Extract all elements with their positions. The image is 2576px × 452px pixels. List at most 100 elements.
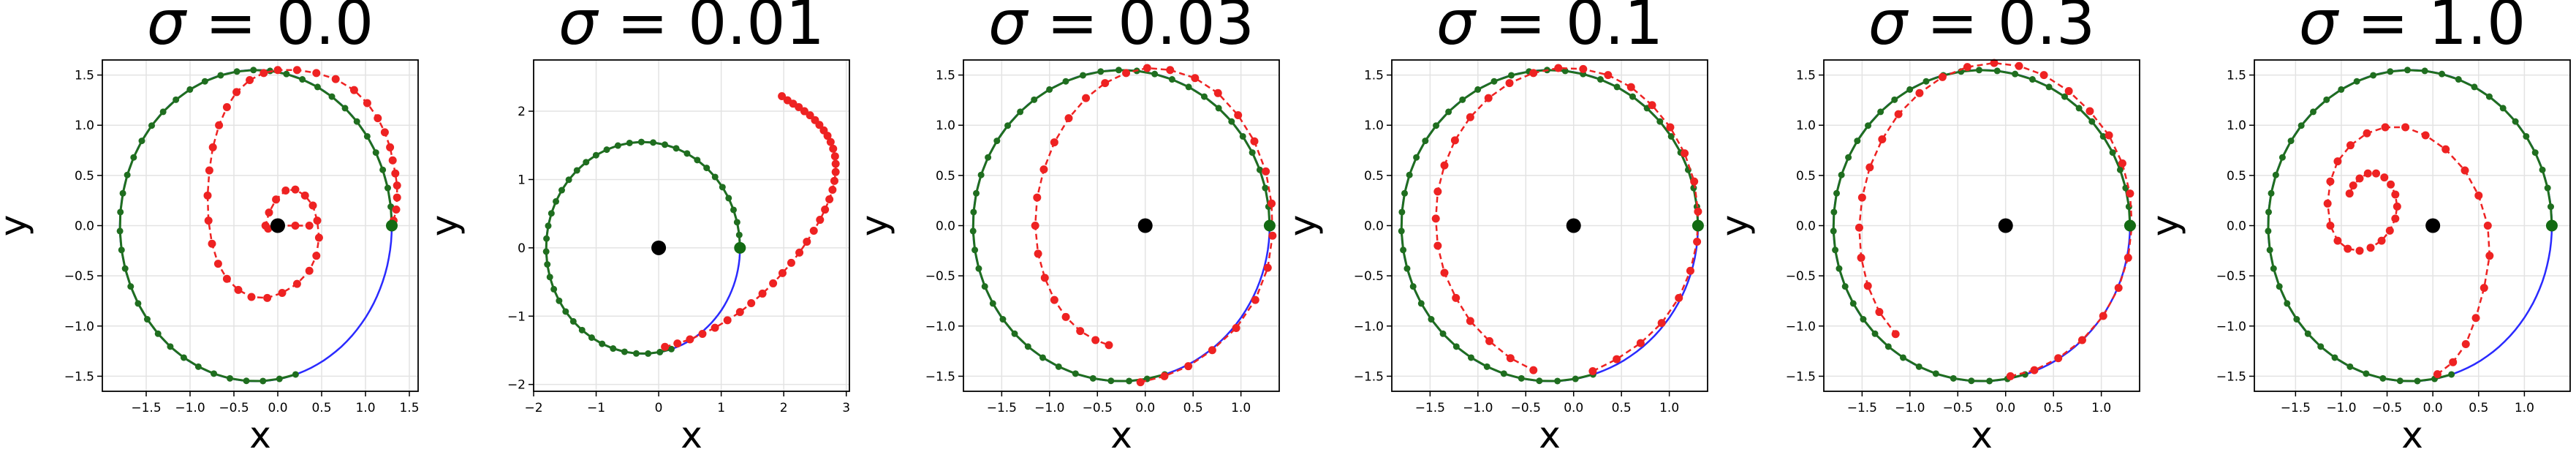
green-point: [1950, 374, 1957, 382]
green-point: [1413, 154, 1420, 161]
green-point: [1200, 93, 1208, 100]
red-point: [2480, 284, 2488, 293]
green-point: [1459, 96, 1466, 103]
green-point: [1871, 330, 1879, 337]
green-point: [1422, 138, 1429, 145]
x-tick-label: −0.5: [219, 401, 249, 415]
x-tick-label: −0.5: [1511, 401, 1541, 415]
green-point: [1039, 354, 1046, 361]
red-point: [305, 222, 314, 230]
red-point: [2391, 214, 2400, 223]
red-point: [1675, 293, 1683, 302]
red-point: [2054, 354, 2063, 363]
green-point: [725, 195, 732, 202]
green-point: [1518, 374, 1525, 382]
green-point: [1406, 171, 1413, 178]
red-point: [1505, 79, 1514, 88]
green-point: [138, 138, 145, 145]
red-point: [222, 274, 231, 283]
y-tick-label: −1.0: [1786, 320, 1816, 334]
green-point: [276, 375, 283, 383]
red-point: [1485, 336, 1494, 345]
green-point: [673, 145, 680, 152]
x-tick-label: −0.5: [1943, 401, 1973, 415]
red-point: [2030, 366, 2039, 374]
origin-point: [1998, 218, 2013, 233]
red-point: [2387, 180, 2395, 189]
red-point: [1184, 362, 1193, 371]
green-point: [1089, 374, 1096, 382]
green-point: [599, 340, 606, 347]
red-point: [1064, 114, 1073, 123]
green-point: [250, 67, 257, 74]
red-point: [2391, 190, 2400, 199]
green-point: [588, 334, 595, 342]
green-point: [2272, 171, 2279, 178]
green-point: [341, 105, 349, 112]
red-point: [831, 167, 840, 176]
green-point: [1613, 83, 1621, 91]
red-point: [769, 279, 778, 287]
green-point: [2116, 166, 2124, 173]
green-point: [1832, 246, 1839, 254]
green-point: [694, 157, 701, 164]
red-dashed-trajectory: [2326, 126, 2491, 375]
y-axis-label: y: [1281, 215, 1324, 237]
y-tick-label: 1: [518, 173, 526, 187]
green-point: [558, 187, 566, 194]
red-point: [2006, 372, 2015, 380]
red-point: [281, 186, 290, 195]
red-point: [1891, 330, 1900, 339]
red-point: [1040, 274, 1049, 282]
green-point: [2293, 316, 2300, 323]
green-point: [1445, 108, 1452, 116]
green-point: [118, 246, 125, 254]
green-point: [363, 132, 371, 140]
red-point: [1604, 71, 1613, 80]
green-point: [379, 166, 387, 173]
panel-title: σ = 1.0: [2299, 0, 2526, 59]
red-point: [1268, 199, 1276, 208]
green-point: [1554, 377, 1561, 385]
panel-1: −1.5 −1.0 −0.5 0.0 0.5 1.0 1.5 −1.5 −1.0 −0.5 0.0 0…: [0, 0, 420, 452]
green-point: [1986, 377, 1993, 385]
green-point: [2310, 108, 2317, 116]
red-point: [811, 116, 819, 124]
x-tick-label: 0.0: [1564, 401, 1583, 415]
green-point: [1975, 67, 1982, 74]
red-point: [2441, 145, 2450, 154]
green-point: [1151, 70, 1159, 78]
green-point: [292, 371, 299, 378]
green-point: [2387, 68, 2394, 75]
y-tick-label: 0.5: [1796, 169, 1816, 184]
green-point: [1107, 377, 1115, 385]
red-point: [1039, 165, 1048, 174]
green-point: [2276, 283, 2283, 290]
green-point: [1836, 265, 1843, 272]
y-tick-label: 0.0: [936, 219, 955, 234]
red-point: [1250, 137, 1259, 146]
green-point: [2531, 149, 2539, 157]
green-point: [1185, 83, 1192, 91]
green-point: [969, 227, 977, 235]
green-point: [2455, 76, 2462, 83]
green-point: [610, 345, 617, 353]
x-tick-label: −1.5: [1415, 401, 1445, 415]
green-point: [1684, 166, 1692, 173]
red-point: [661, 342, 670, 351]
green-point: [130, 154, 137, 161]
red-point: [2381, 123, 2390, 132]
red-point: [2474, 191, 2483, 200]
y-tick-label: −2: [507, 378, 526, 393]
green-point: [735, 231, 743, 238]
green-point: [1830, 208, 1838, 216]
green-point: [2485, 93, 2493, 100]
green-point: [1398, 208, 1406, 216]
green-point: [1004, 122, 1012, 129]
green-point: [556, 297, 563, 304]
red-point: [1166, 66, 1175, 75]
red-point: [1636, 339, 1645, 347]
x-tick-label: −1.0: [1034, 401, 1064, 415]
green-point: [2544, 184, 2551, 192]
